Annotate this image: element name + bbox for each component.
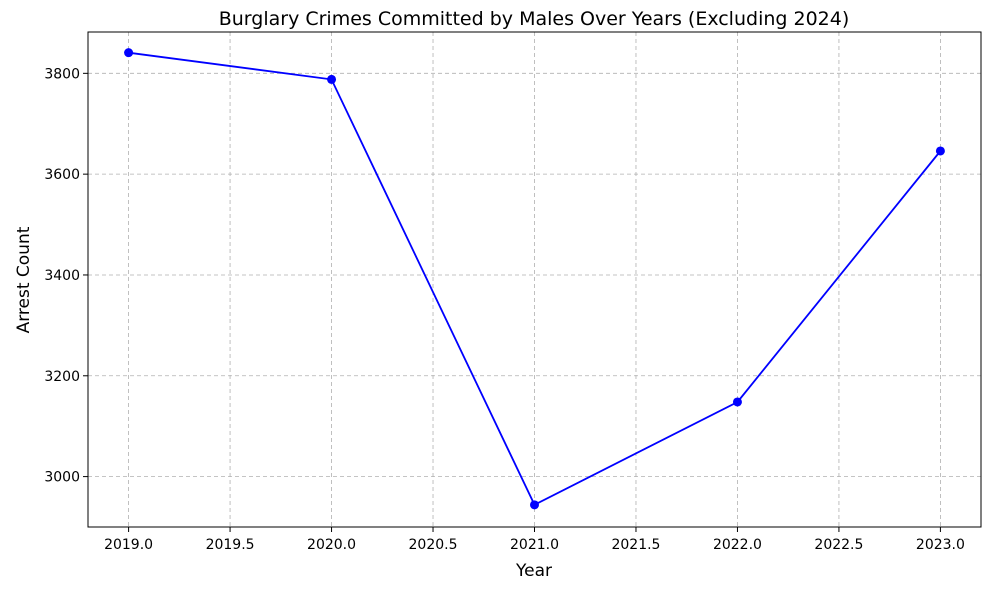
x-axis-ticks: 2019.0 2019.5 2020.0 2020.5 2021.0 2021.5 2022… xyxy=(104,527,965,553)
x-tick-label: 2022.0 xyxy=(713,537,762,553)
y-tick-label: 3200 xyxy=(44,369,80,385)
data-point-2022 xyxy=(732,397,742,407)
x-tick-label: 2020.0 xyxy=(307,537,356,553)
y-tick-label: 3400 xyxy=(44,268,80,284)
x-tick-label: 2019.5 xyxy=(206,537,255,553)
x-tick-label: 2023.0 xyxy=(916,537,965,553)
data-point-2019 xyxy=(124,48,134,58)
x-tick-label: 2022.5 xyxy=(814,537,863,553)
y-axis-label: Arrest Count xyxy=(14,226,34,333)
x-tick-label: 2021.0 xyxy=(510,537,559,553)
y-tick-label: 3600 xyxy=(44,167,80,183)
plot-frame xyxy=(87,31,982,528)
x-tick-label: 2021.5 xyxy=(611,537,660,553)
chart-title: Burglary Crimes Committed by Males Over … xyxy=(219,8,850,30)
y-tick-label: 3000 xyxy=(44,470,80,486)
y-tick-label: 3800 xyxy=(44,66,80,82)
y-axis-ticks: 3000 3200 3400 3600 3800 xyxy=(44,66,88,486)
data-points xyxy=(124,48,945,510)
data-point-2020 xyxy=(327,74,337,84)
data-point-2021 xyxy=(530,500,539,510)
x-tick-label: 2020.5 xyxy=(409,537,458,553)
data-point-2023 xyxy=(935,146,945,156)
x-axis-label: Year xyxy=(515,561,552,581)
grid-lines xyxy=(88,32,981,527)
x-tick-label: 2019.0 xyxy=(104,537,153,553)
